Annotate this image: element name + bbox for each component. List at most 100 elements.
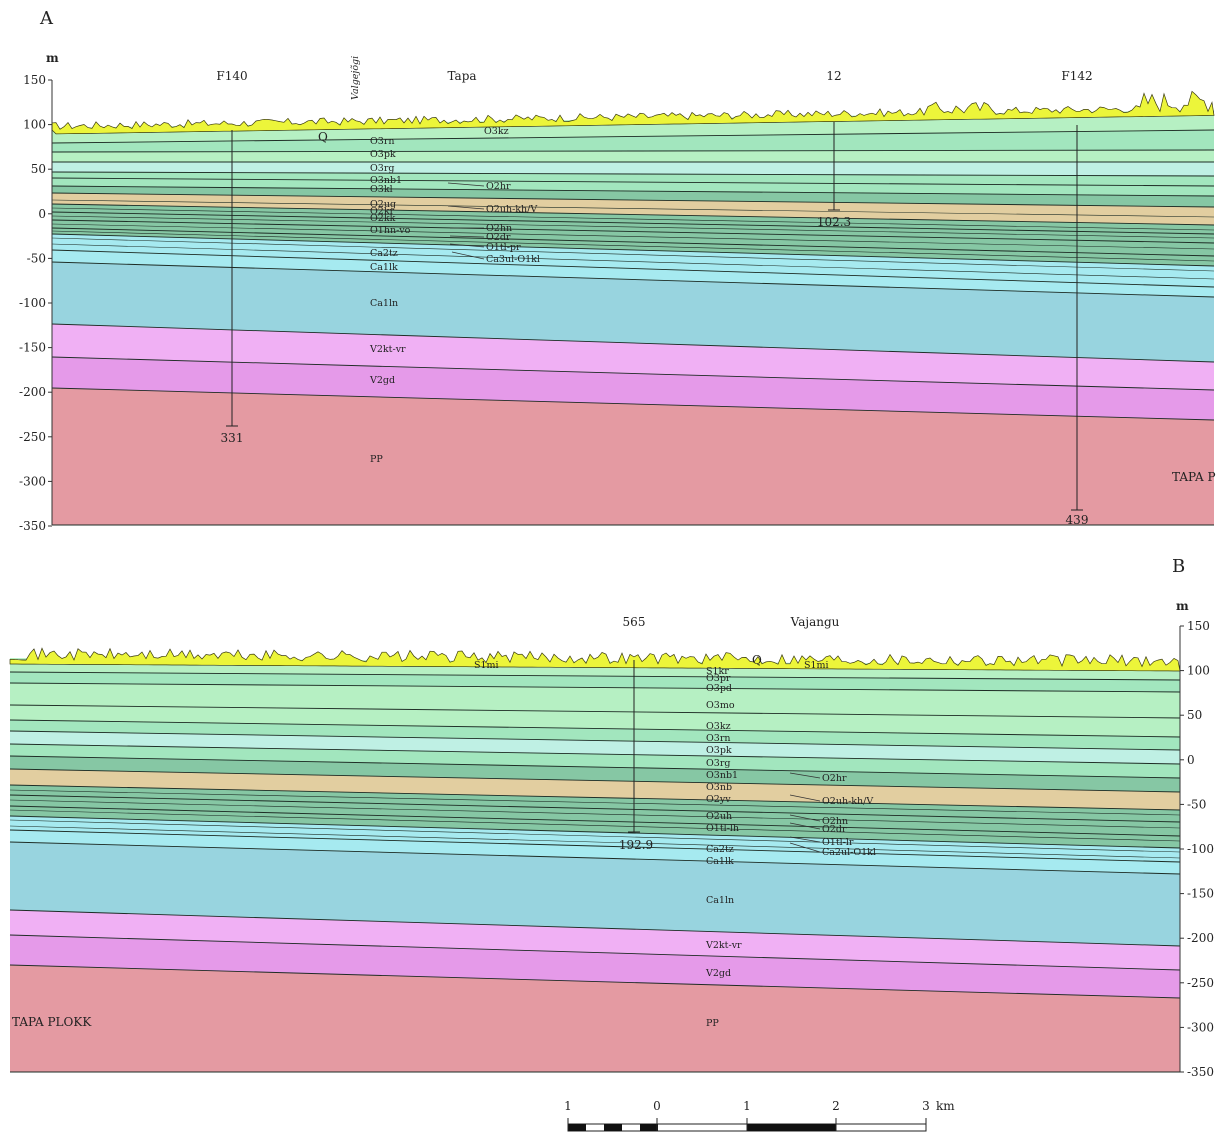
stratum-boundary xyxy=(51,237,1215,272)
stratum-o2ug xyxy=(52,193,1214,225)
stratum-label: O3pk xyxy=(706,745,732,756)
stratum-label: Ca2tz xyxy=(370,248,398,259)
stratum-label: Ca1lk xyxy=(706,856,734,867)
stratum-boundary xyxy=(9,784,1181,811)
stratum-boundary xyxy=(51,249,1215,288)
callout-leader xyxy=(789,836,821,843)
panel-b-units-label: m xyxy=(1176,599,1189,613)
callout-leader xyxy=(447,205,485,210)
stratum-boundary xyxy=(9,794,1181,823)
panel-b-y-tick: 150 xyxy=(1187,619,1210,633)
stratum-boundary xyxy=(9,755,1181,779)
panel-b-wells: 565 192.9 xyxy=(619,615,653,852)
stratum-boundary xyxy=(51,261,1215,298)
stratum-boundary xyxy=(9,768,1181,793)
panel-a-callout-labels: O3kz O2hr O2uh-kh/V O2hnO2drO1tl-prCa3ul-O1… xyxy=(447,126,540,265)
stratum-boundary xyxy=(51,171,1215,177)
stratum-label: O3nb1 xyxy=(706,770,738,781)
stratum-label: O3rn xyxy=(370,136,395,147)
stratum-o3pk xyxy=(52,150,1214,162)
stratum-boundary xyxy=(51,223,1215,250)
panel-a-wells: F140 331 12 102.3 F142 439 xyxy=(216,69,1092,527)
scale-label: 0 xyxy=(653,1099,661,1113)
stratum-o3mo xyxy=(10,683,1180,718)
well-name-f142: F142 xyxy=(1061,69,1092,83)
stratum-label: Ca1ln xyxy=(706,895,734,906)
stratum-o3kz xyxy=(10,705,1180,737)
callout-leader xyxy=(789,772,821,779)
panel-a-y-axis: 150 100 50 0 -50 -100 -150 -200 -250 -30… xyxy=(19,73,53,533)
quaternary-label-b: Q xyxy=(752,653,762,667)
stratum-callout-label: O3kz xyxy=(484,126,509,137)
stratum-label: PP xyxy=(370,454,383,465)
panel-a-y-tick: -350 xyxy=(19,519,46,533)
stratum-v2kt-vr xyxy=(52,324,1214,390)
stratum-boundary xyxy=(51,219,1215,244)
stratum-boundary xyxy=(9,934,1181,971)
panel-a-units-label: m xyxy=(46,51,59,65)
well-depth-565: 192.9 xyxy=(619,838,653,852)
stratum-boundary xyxy=(9,789,1181,816)
panel-b-letter: B xyxy=(1172,556,1185,577)
stratum-boundary xyxy=(9,704,1181,719)
stratum-boundary xyxy=(9,964,1181,999)
stratum-ca1ln xyxy=(52,262,1214,362)
stratum-boundary xyxy=(51,387,1215,421)
stratum-pp xyxy=(10,965,1180,1072)
stratum-ca1lk xyxy=(10,830,1180,874)
stratum-boundary xyxy=(51,199,1215,218)
stratum-boundary xyxy=(9,841,1181,875)
panel-b-y-tick: -300 xyxy=(1187,1020,1214,1034)
stratum-label: O3kz xyxy=(706,721,731,732)
stratum-label: O2uh xyxy=(706,811,732,822)
stratum-callout-label: O1tl-pr xyxy=(486,242,521,253)
stratum-label: V2kt-vr xyxy=(705,940,742,951)
silurian-label-left: S1mi xyxy=(474,660,499,671)
callout-leader xyxy=(789,814,821,822)
stratum-o2hn xyxy=(10,795,1180,836)
stratum-boundary xyxy=(9,809,1181,842)
stratum-boundary xyxy=(51,227,1215,257)
stratum-boundary xyxy=(51,356,1215,391)
stratum-label: O2kk xyxy=(370,213,396,224)
panel-a: A m 150 100 50 0 -50 -100 -150 -200 -250… xyxy=(19,8,1216,533)
stratum-boundary xyxy=(51,177,1215,187)
panel-a-y-tick: 50 xyxy=(31,162,46,176)
stratum-boundary xyxy=(51,192,1215,208)
stratum-boundary xyxy=(9,743,1181,765)
topographic-surface xyxy=(51,90,1215,135)
stratum-pp xyxy=(52,388,1214,525)
callout-leader xyxy=(449,235,485,238)
panel-a-y-tick: -250 xyxy=(19,430,46,444)
panel-b-y-tick: 100 xyxy=(1187,664,1210,678)
stratum-boundary xyxy=(51,203,1215,226)
stratum-boundary xyxy=(51,129,1215,144)
stratum-o3rg xyxy=(52,162,1214,176)
panel-b-y-tick: -200 xyxy=(1187,931,1214,945)
stratum-boundary xyxy=(9,825,1181,859)
stratum-boundary xyxy=(51,207,1215,231)
stratum-boundary xyxy=(9,805,1181,837)
stratum-label: O3pd xyxy=(706,683,732,694)
stratum-callout-label: O2dr xyxy=(486,232,511,243)
stratum-v2gd xyxy=(10,935,1180,998)
river-name-valgejogi: Valgejõgi xyxy=(350,56,361,100)
well-depth-12: 102.3 xyxy=(817,215,851,229)
stratum-boundary xyxy=(9,730,1181,751)
stratum-boundary xyxy=(9,819,1181,853)
callout-leader xyxy=(789,842,821,853)
panel-a-y-tick: -150 xyxy=(19,341,46,355)
stratum-callout-label: O2dr xyxy=(822,824,847,835)
stratum-boundary xyxy=(51,230,1215,262)
stratum-o3kl xyxy=(52,178,1214,196)
stratum-o3pd xyxy=(10,672,1180,692)
panel-a-y-tick: -50 xyxy=(27,251,46,265)
stratum-o2kr xyxy=(52,186,1214,207)
stratum-label: Ca1lk xyxy=(370,262,398,273)
stratum-label: O2yv xyxy=(706,794,731,805)
stratum-label: V2gd xyxy=(369,375,395,386)
panel-b-y-axis: 150 100 50 0 -50 -100 -150 -200 -250 -30… xyxy=(1179,619,1214,1079)
